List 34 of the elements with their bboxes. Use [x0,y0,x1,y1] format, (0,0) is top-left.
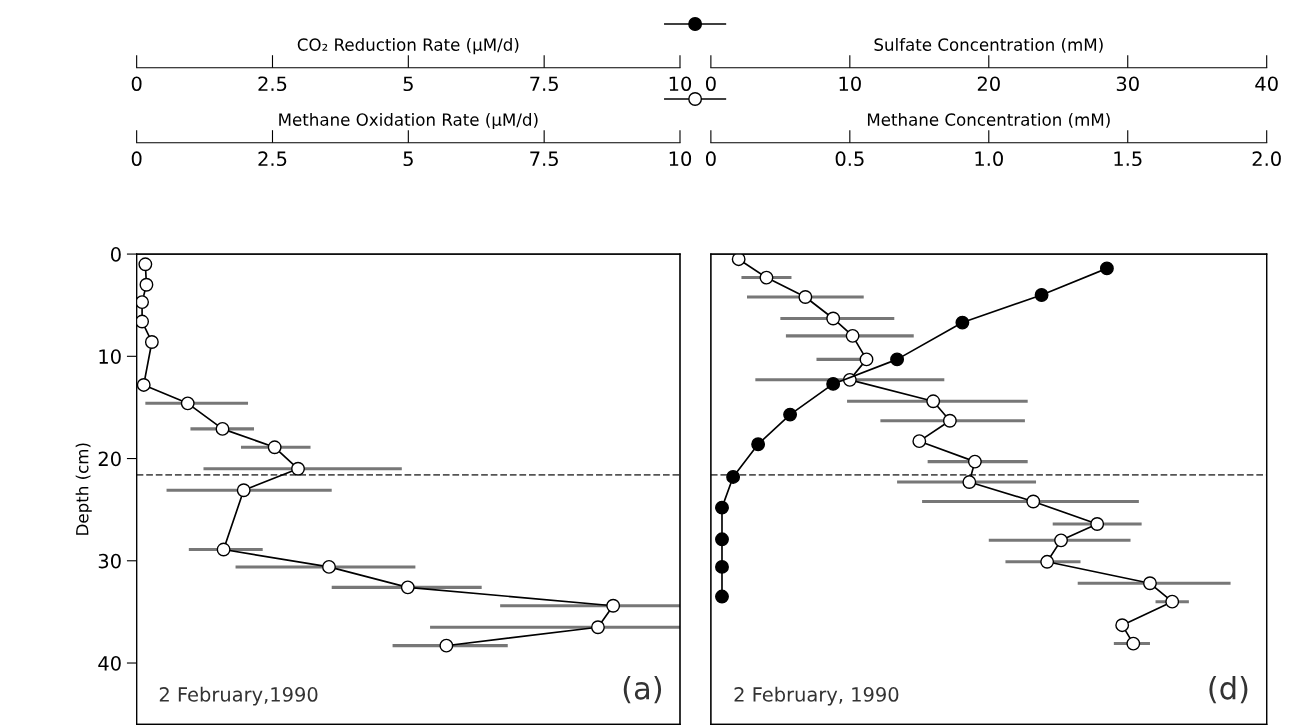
x2-tick-label: 5 [403,76,413,92]
x2-tick-label: 0 [705,76,716,92]
x-tick-label: 0 [131,151,142,167]
x-tick-label: 1.0 [975,151,1003,167]
x2-tick-label: 2.5 [258,76,287,92]
x2-tick-label: 7.5 [530,76,558,92]
x-axis-title: Methane Oxidation Rate (µM/d) [279,112,538,130]
x2-tick-label: 40 [1255,76,1278,92]
y-tick-label: 30 [98,553,121,569]
x-tick-label: 5 [403,151,413,167]
x2-tick-label: 0 [131,76,142,92]
x-axis-title: Methane Concentration (mM) [867,112,1110,128]
x2-tick-label: 10 [669,76,692,92]
x-tick-label: 1.5 [1114,151,1142,167]
y-axis-title: Depth (cm) [75,443,92,535]
y-tick-label: 20 [98,451,121,467]
x2-tick-label: 10 [839,76,861,92]
x-tick-label: 0 [705,151,716,167]
annotation: (a) [623,676,662,704]
x-tick-label: 2.0 [1252,151,1281,167]
y-tick-label: 10 [99,349,121,364]
x2-axis-title: CO₂ Reduction Rate (µM/d) [297,38,519,55]
annotation: 2 February,1990 [159,686,318,706]
y-tick-label: 40 [98,655,121,671]
x-tick-label: 7.5 [530,151,558,167]
x2-tick-label: 20 [977,76,1000,92]
x-tick-label: 2.5 [258,151,287,167]
x2-axis-title: Sulfate Concentration (mM) [874,38,1103,53]
x-tick-label: 10 [669,151,692,167]
x2-tick-label: 30 [1116,76,1139,92]
x-tick-label: 0.5 [835,151,864,167]
annotation: 2 February, 1990 [734,686,899,706]
annotation: (d) [1209,675,1248,704]
y-tick-label: 0 [110,247,121,262]
